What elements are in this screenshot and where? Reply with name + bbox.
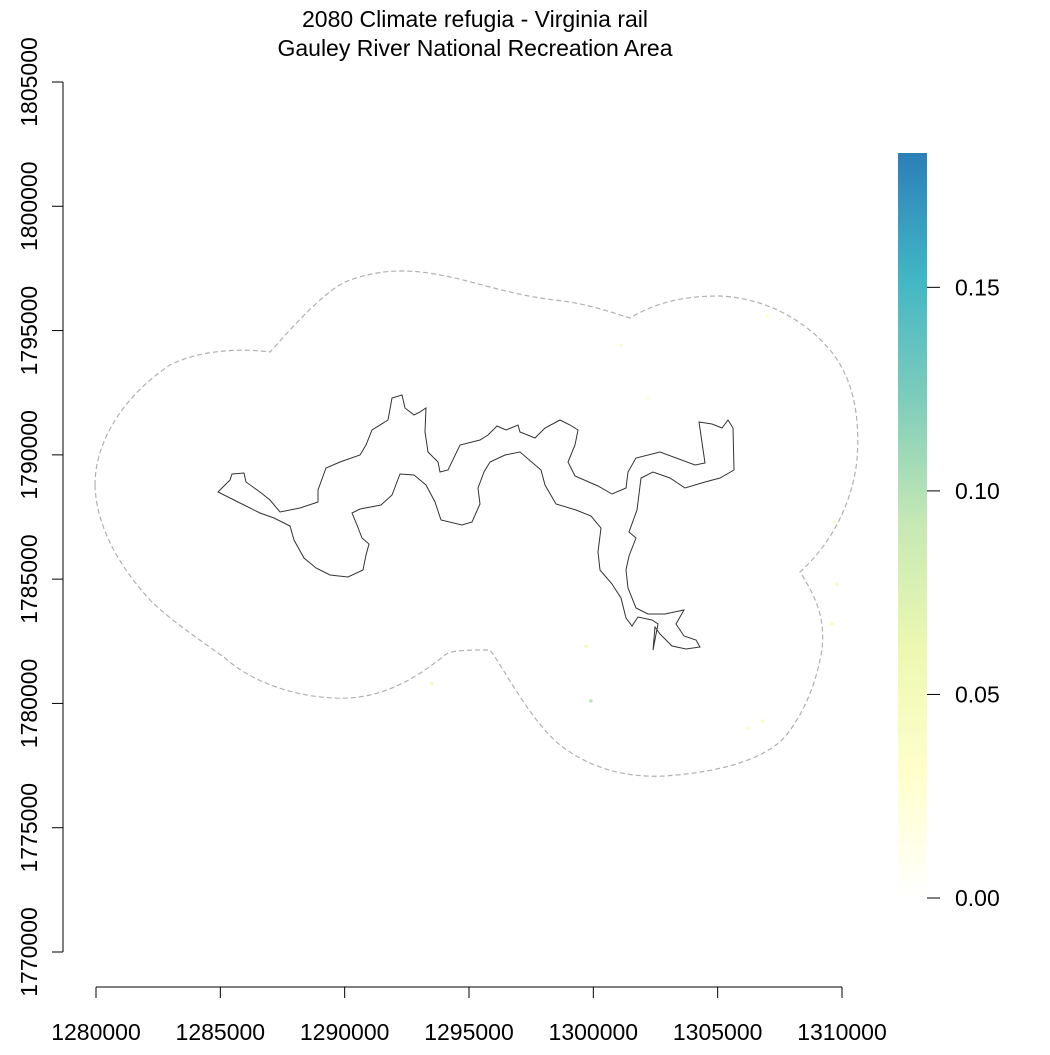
y-tick-label: 1800000 [16,162,42,252]
refugia-cell [746,726,750,730]
refugia-cell [835,582,839,586]
y-tick-label: 1790000 [16,410,42,500]
refugia-cell [584,644,588,648]
legend-tick-label: 0.15 [955,274,1000,300]
legend-ticks: 0.00 0.05 0.10 0.15 [927,274,1000,911]
legend-tick-label: 0.10 [955,478,1000,504]
x-tick-label: 1300000 [549,1019,639,1045]
refugia-cell [760,719,764,723]
refugia-cell [765,314,769,318]
y-tick-label: 1770000 [16,907,42,997]
legend-tick-label: 0.00 [955,885,1000,911]
legend-tick-label: 0.05 [955,681,1000,707]
refugia-cell [833,520,837,524]
refugia-cell [589,699,593,703]
y-tick-label: 1805000 [16,37,42,127]
buffer-boundary [94,270,859,777]
map-title-line2: Gauley River National Recreation Area [277,35,672,61]
x-tick-label: 1285000 [176,1019,266,1045]
y-tick-label: 1780000 [16,659,42,749]
x-tick-label: 1305000 [673,1019,763,1045]
legend-colorbar [898,153,927,898]
y-tick-label: 1795000 [16,286,42,376]
y-tick-label: 1785000 [16,534,42,624]
refugia-cells [430,314,839,730]
x-axis: 1280000 1285000 1290000 1295000 1300000 13050… [51,986,887,1045]
refugia-cell [830,622,834,626]
y-tick-label: 1775000 [16,783,42,873]
map-title-line1: 2080 Climate refugia - Virginia rail [302,6,648,32]
refugia-cell [619,343,623,347]
x-tick-label: 1290000 [300,1019,390,1045]
y-axis: 1770000 1775000 1780000 1785000 1790000 17950… [16,37,64,997]
refugia-cell [646,396,650,400]
x-tick-label: 1280000 [51,1019,141,1045]
x-tick-label: 1310000 [797,1019,887,1045]
refugia-cell [430,682,434,686]
park-boundary [217,394,735,651]
x-tick-label: 1295000 [424,1019,514,1045]
